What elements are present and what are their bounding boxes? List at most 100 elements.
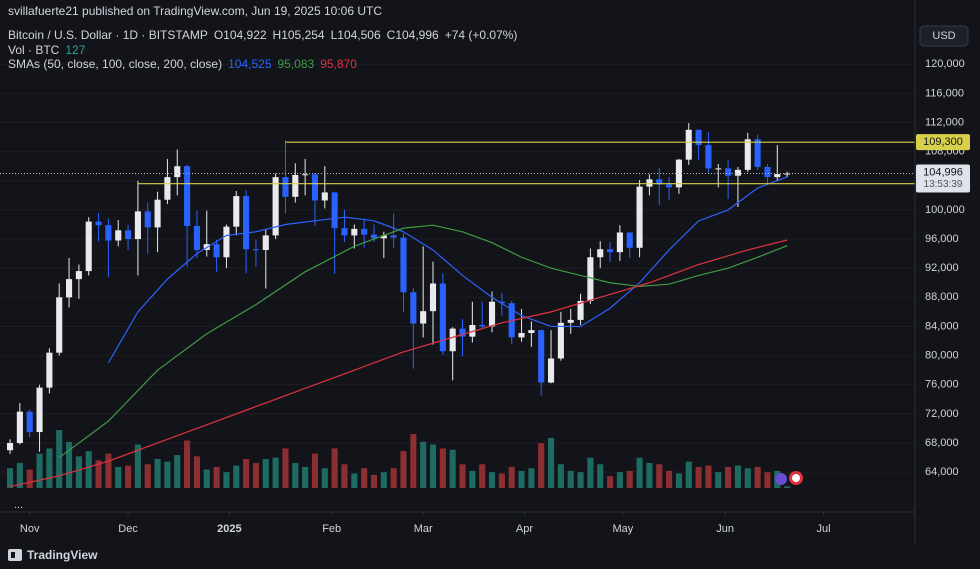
volume-bar [370, 474, 378, 488]
y-tick-label: 100,000 [925, 204, 965, 216]
candle-body [380, 235, 387, 239]
candle-body [302, 174, 309, 176]
currency-button[interactable] [919, 25, 969, 47]
volume-bar [557, 464, 564, 488]
volume-bar [675, 473, 682, 488]
volume-bar [95, 460, 102, 488]
candle-body [213, 244, 220, 258]
open-label: O104,922 [213, 28, 267, 42]
volume-bar [213, 466, 220, 488]
y-tick-label: 120,000 [925, 58, 965, 70]
candle-body [626, 232, 633, 248]
volume-title: Vol · BTC [8, 43, 60, 57]
candle-body [410, 292, 417, 324]
candle-body [557, 322, 564, 359]
volume-bar [144, 464, 151, 488]
x-tick-label: 2025 [217, 523, 241, 535]
candle-body [193, 225, 200, 250]
candle-body [695, 129, 702, 146]
volume-bar [26, 469, 33, 488]
candle-body [361, 228, 368, 235]
volume-bar [154, 459, 161, 488]
candle-body [420, 311, 427, 324]
volume-bar [75, 456, 82, 488]
volume-bar [666, 470, 673, 488]
sma-50-value: 104,525 [228, 57, 272, 71]
volume-bar [252, 462, 259, 488]
change-label: +74 (+0.07%) [444, 28, 518, 42]
volume-bar [184, 440, 191, 488]
candle-body [85, 221, 92, 272]
volume-bar [262, 459, 269, 488]
y-tick-label: 112,000 [925, 116, 964, 128]
volume-bar [420, 441, 427, 488]
volume-bar [105, 453, 112, 488]
candle-body [439, 283, 446, 352]
candle-body [154, 199, 161, 228]
candle-body [243, 196, 250, 250]
volume-bar [243, 459, 250, 488]
y-tick-label: 64,000 [925, 466, 959, 478]
more-indicator[interactable]: ... [14, 499, 23, 511]
symbol-line: Bitcoin / U.S. Dollar · 1D · BITSTAMP O1… [8, 28, 517, 42]
y-tick-label: 96,000 [925, 233, 959, 245]
candle-body [666, 184, 673, 188]
volume-bar [429, 444, 437, 488]
volume-bar [725, 466, 732, 488]
sma-line [107, 176, 788, 364]
candle-body [784, 173, 791, 175]
y-tick-label: 72,000 [925, 408, 959, 420]
volume-bar [705, 465, 712, 488]
candle-body [95, 221, 102, 226]
volume-bar [597, 464, 604, 488]
candle-body [469, 324, 476, 337]
candle-body [272, 177, 279, 236]
y-tick-label: 76,000 [925, 379, 959, 391]
candle-body [646, 179, 653, 187]
candle-body [252, 249, 259, 251]
volume-bar [685, 461, 692, 488]
volume-bar [282, 448, 289, 488]
candle-body [125, 230, 132, 240]
volume-bar [410, 433, 417, 488]
volume-bar [390, 468, 397, 488]
close-label: C104,996 [386, 28, 439, 42]
candle-body [479, 324, 486, 327]
x-tick-label: Apr [516, 523, 533, 535]
candle-body [321, 192, 328, 201]
volume-bar [498, 473, 505, 488]
volume-bar [341, 464, 348, 488]
volume-bar [459, 464, 466, 488]
volume-bar [311, 453, 319, 488]
candle-body [715, 168, 722, 170]
candle-body [705, 145, 712, 169]
candle-body [547, 358, 555, 383]
plot [0, 63, 915, 488]
publish-line: svillafuerte21 published on TradingView.… [8, 4, 382, 18]
volume-bar [302, 466, 309, 488]
high-label: H105,254 [272, 28, 325, 42]
volume-bar [361, 468, 368, 488]
volume-bar [46, 448, 53, 488]
volume-bar [587, 457, 594, 488]
y-tick-label: 68,000 [925, 437, 959, 449]
candle-body [6, 442, 14, 451]
candle-body [144, 211, 151, 228]
volume-bar [715, 472, 722, 488]
volume-bar [272, 457, 279, 488]
volume-bar [518, 470, 525, 488]
candle-body [105, 225, 112, 241]
candle-body [292, 174, 299, 197]
volume-bar [193, 456, 200, 488]
last-price-label: 104,996 [923, 166, 963, 178]
volume-bar [616, 472, 623, 488]
level-label: 109,300 [923, 136, 963, 148]
candle-body [587, 257, 594, 301]
candle-body [725, 168, 732, 176]
candle-body [616, 232, 623, 253]
candle-body [567, 319, 574, 323]
volume-bar [656, 464, 663, 488]
candle-body [774, 174, 781, 178]
x-tick-label: Mar [414, 523, 433, 535]
brand-name: TradingView [27, 548, 98, 562]
